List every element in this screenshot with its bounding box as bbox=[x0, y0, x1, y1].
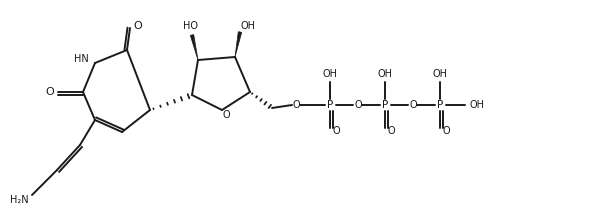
Text: O: O bbox=[134, 21, 142, 31]
Text: O: O bbox=[354, 100, 362, 110]
Text: OH: OH bbox=[323, 69, 338, 79]
Text: P: P bbox=[437, 100, 443, 110]
Text: O: O bbox=[46, 87, 55, 97]
Text: O: O bbox=[442, 126, 450, 136]
Text: O: O bbox=[332, 126, 340, 136]
Text: O: O bbox=[292, 100, 300, 110]
Text: OH: OH bbox=[470, 100, 485, 110]
Text: H₂N: H₂N bbox=[10, 195, 29, 205]
Text: O: O bbox=[222, 110, 230, 120]
Polygon shape bbox=[190, 35, 198, 60]
Text: O: O bbox=[387, 126, 395, 136]
Text: HO: HO bbox=[182, 21, 197, 31]
Polygon shape bbox=[235, 32, 242, 57]
Text: P: P bbox=[327, 100, 333, 110]
Text: OH: OH bbox=[241, 21, 256, 31]
Text: HN: HN bbox=[74, 54, 88, 64]
Text: OH: OH bbox=[433, 69, 448, 79]
Text: OH: OH bbox=[377, 69, 392, 79]
Text: O: O bbox=[409, 100, 417, 110]
Text: P: P bbox=[382, 100, 388, 110]
